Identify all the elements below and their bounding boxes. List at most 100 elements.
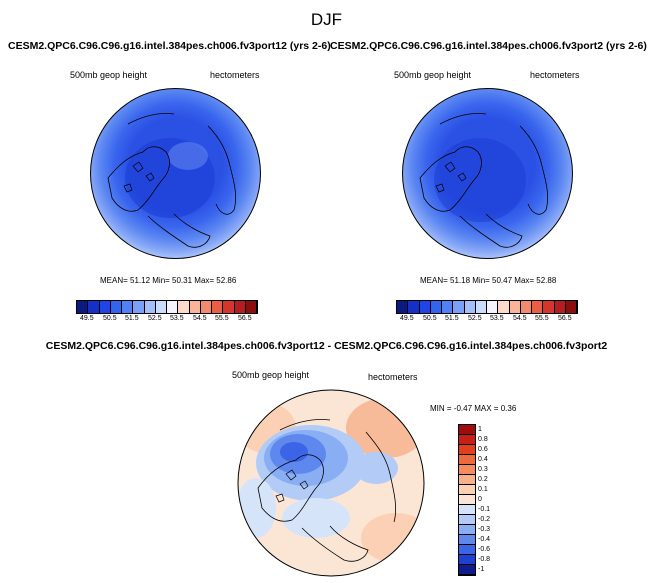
- diff-cbar-label: 1: [478, 426, 482, 433]
- colorbar-swatch: [459, 545, 475, 555]
- left-cbar-label: 54.5: [193, 315, 207, 322]
- colorbar-swatch: [430, 301, 442, 313]
- colorbar-swatch: [509, 301, 521, 313]
- right-cbar-label: 53.5: [490, 315, 504, 322]
- right-cbar-label: 56.5: [558, 315, 572, 322]
- colorbar-swatch: [419, 301, 431, 313]
- left-case-title: CESM2.QPC6.C96.C96.g16.intel.384pes.ch00…: [8, 40, 331, 52]
- diff-colorbar-swatches: [459, 425, 475, 575]
- diff-cbar-label: -0.8: [478, 556, 491, 563]
- right-colorbar: [396, 300, 578, 314]
- colorbar-swatch: [487, 301, 499, 313]
- right-cbar-label: 51.5: [445, 315, 459, 322]
- colorbar-swatch: [167, 301, 179, 313]
- diff-cbar-label: 0.8: [478, 436, 488, 443]
- right-cbar-label: 50.5: [423, 315, 437, 322]
- colorbar-swatch: [459, 455, 475, 465]
- colorbar-swatch: [520, 301, 532, 313]
- colorbar-swatch: [459, 485, 475, 495]
- left-cbar-label: 52.5: [148, 315, 162, 322]
- colorbar-swatch: [459, 505, 475, 515]
- season-title: DJF: [310, 10, 343, 29]
- diff-cbar-label: 0.4: [478, 456, 488, 463]
- colorbar-swatch: [88, 301, 100, 313]
- left-colorbar: [76, 300, 258, 314]
- diff-cbar-label: -0.4: [478, 536, 491, 543]
- diff-cbar-label: -0.3: [478, 526, 491, 533]
- left-colorbar-labels: 49.5 50.5 51.5 52.5 53.5 54.5 55.5 56.5: [76, 315, 256, 325]
- right-cbar-label: 55.5: [535, 315, 549, 322]
- right-case-title: CESM2.QPC6.C96.C96.g16.intel.384pes.ch00…: [330, 40, 647, 52]
- colorbar-swatch: [459, 565, 475, 575]
- right-cbar-label: 49.5: [400, 315, 414, 322]
- colorbar-swatch: [144, 301, 156, 313]
- diff-cbar-label: -1: [478, 566, 485, 573]
- colorbar-swatch: [245, 301, 257, 313]
- left-stats: MEAN= 51.12 Min= 50.31 Max= 52.86: [100, 276, 237, 285]
- right-cbar-label: 52.5: [468, 315, 482, 322]
- diff-cbar-label: 0.3: [478, 466, 488, 473]
- colorbar-swatch: [189, 301, 201, 313]
- diff-stats: MIN = -0.47 MAX = 0.36: [430, 404, 517, 413]
- colorbar-swatch: [459, 475, 475, 485]
- diff-cbar-label: -0.1: [478, 506, 491, 513]
- colorbar-swatch: [442, 301, 454, 313]
- left-cbar-label: 51.5: [125, 315, 139, 322]
- diff-cbar-label: 0.6: [478, 446, 488, 453]
- left-colorbar-swatches: [76, 300, 258, 314]
- diff-colorbar-labels: 1 0.8 0.6 0.4 0.3 0.2 0.1 0 -0.1 -0.2 -0…: [478, 424, 508, 579]
- left-cbar-label: 56.5: [238, 315, 252, 322]
- colorbar-swatch: [554, 301, 566, 313]
- left-cbar-label: 55.5: [215, 315, 229, 322]
- right-cbar-label: 54.5: [513, 315, 527, 322]
- colorbar-swatch: [110, 301, 122, 313]
- colorbar-swatch: [565, 301, 577, 313]
- colorbar-swatch: [459, 435, 475, 445]
- diff-units-label: hectometers: [368, 372, 418, 382]
- colorbar-swatch: [234, 301, 246, 313]
- colorbar-swatch: [459, 465, 475, 475]
- right-polar-map: [402, 88, 573, 259]
- diff-cbar-label: 0.2: [478, 476, 488, 483]
- colorbar-swatch: [77, 301, 89, 313]
- diff-cbar-label: 0.1: [478, 486, 488, 493]
- colorbar-swatch: [459, 445, 475, 455]
- colorbar-swatch: [543, 301, 555, 313]
- left-units-label: hectometers: [210, 70, 260, 80]
- colorbar-swatch: [475, 301, 487, 313]
- colorbar-swatch: [122, 301, 134, 313]
- diff-cbar-label: -0.2: [478, 516, 491, 523]
- left-polar-map: [90, 88, 261, 259]
- left-variable-label: 500mb geop height: [70, 70, 148, 80]
- colorbar-swatch: [459, 535, 475, 545]
- diff-cbar-label: 0: [478, 496, 482, 503]
- colorbar-swatch: [459, 495, 475, 505]
- right-stats: MEAN= 51.18 Min= 50.47 Max= 52.88: [420, 276, 557, 285]
- colorbar-swatch: [397, 301, 409, 313]
- colorbar-swatch: [453, 301, 465, 313]
- diff-cbar-label: -0.6: [478, 546, 491, 553]
- colorbar-swatch: [223, 301, 235, 313]
- colorbar-swatch: [155, 301, 167, 313]
- left-cbar-label: 50.5: [103, 315, 117, 322]
- difference-polar-map: [237, 389, 425, 577]
- colorbar-swatch: [459, 555, 475, 565]
- difference-title: CESM2.QPC6.C96.C96.g16.intel.384pes.ch00…: [45, 340, 608, 352]
- colorbar-swatch: [133, 301, 145, 313]
- colorbar-swatch: [464, 301, 476, 313]
- diff-variable-label: 500mb geop height: [232, 370, 310, 380]
- colorbar-swatch: [200, 301, 212, 313]
- colorbar-swatch: [459, 425, 475, 435]
- left-cbar-label: 49.5: [80, 315, 94, 322]
- right-colorbar-labels: 49.5 50.5 51.5 52.5 53.5 54.5 55.5 56.5: [396, 315, 576, 325]
- colorbar-swatch: [212, 301, 224, 313]
- right-variable-label: 500mb geop height: [394, 70, 472, 80]
- colorbar-swatch: [178, 301, 190, 313]
- colorbar-swatch: [459, 515, 475, 525]
- colorbar-swatch: [408, 301, 420, 313]
- colorbar-swatch: [532, 301, 544, 313]
- left-cbar-label: 53.5: [170, 315, 184, 322]
- colorbar-swatch: [459, 525, 475, 535]
- colorbar-swatch: [99, 301, 111, 313]
- colorbar-swatch: [498, 301, 510, 313]
